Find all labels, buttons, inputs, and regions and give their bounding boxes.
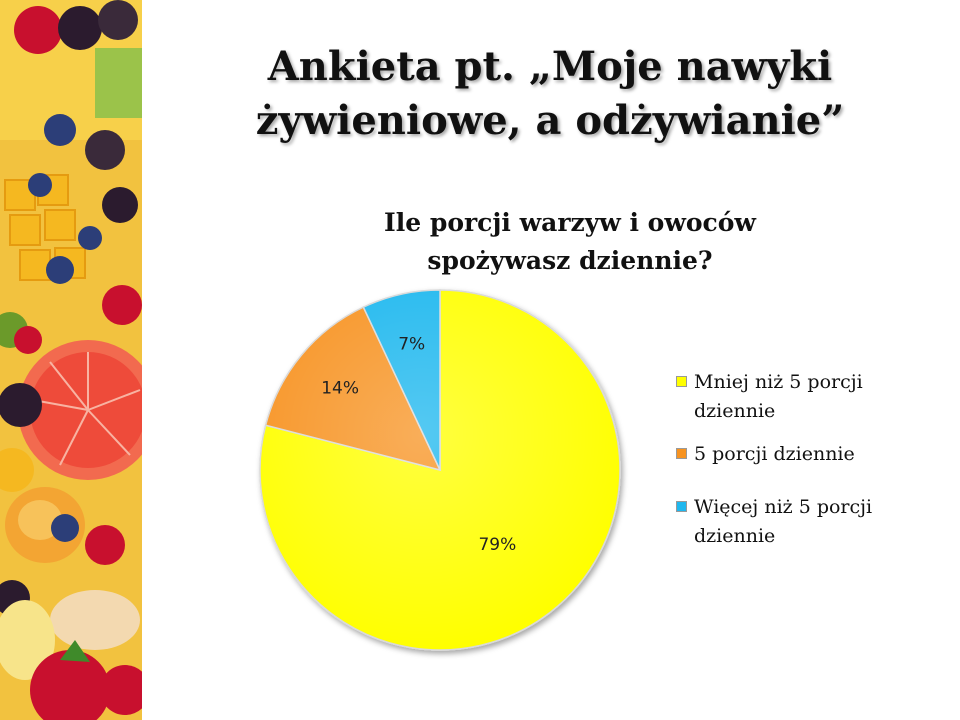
fruit-photo-image (0, 0, 142, 720)
legend-label-cont: dziennie (694, 400, 776, 422)
pie-data-label-2: 7% (398, 335, 425, 355)
legend-item-wiecej: Więcej niż 5 porcji dziennie (674, 493, 944, 551)
pie-chart: 79% 14% 7% (259, 289, 621, 651)
pie-data-label-1: 14% (321, 378, 359, 398)
legend-label: 5 porcji dziennie (694, 443, 855, 465)
legend-swatch-orange (676, 448, 687, 459)
legend-label: Więcej niż 5 porcji (694, 496, 873, 518)
chart-title-line2: spożywasz dziennie? (427, 246, 713, 275)
slide-title-line2: żywieniowe, a odżywianie” (255, 97, 845, 144)
slide-title-line1: Ankieta pt. „Moje nawyki (267, 43, 833, 90)
legend-swatch-yellow (676, 376, 687, 387)
chart-title-line1: Ile porcji warzyw i owoców (384, 208, 756, 237)
legend-label-cont: dziennie (694, 525, 776, 547)
legend-item-5: 5 porcji dziennie (674, 440, 944, 469)
chart-legend: Mniej niż 5 porcji dziennie 5 porcji dzi… (674, 368, 944, 563)
legend-swatch-blue (676, 501, 687, 512)
legend-label: Mniej niż 5 porcji (694, 371, 863, 393)
pie-data-label-0: 79% (478, 535, 516, 555)
chart-title: Ile porcji warzyw i owoców spożywasz dzi… (300, 204, 840, 280)
slide-title: Ankieta pt. „Moje nawyki żywieniowe, a o… (190, 40, 910, 148)
legend-item-mniej: Mniej niż 5 porcji dziennie (674, 368, 944, 426)
